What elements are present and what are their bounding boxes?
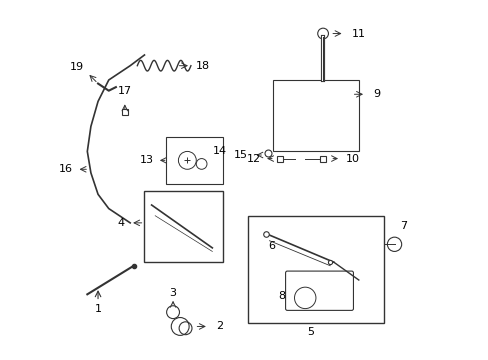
Bar [272,80,358,152]
Text: 12: 12 [246,154,260,163]
Text: 5: 5 [306,327,313,337]
Text: 10: 10 [346,154,360,163]
Text: 13: 13 [139,156,153,165]
Bar [165,137,223,184]
Text: 11: 11 [351,28,365,39]
Bar [144,191,223,262]
Text: 19: 19 [69,63,83,72]
Text: 6: 6 [267,241,274,251]
Text: 8: 8 [278,291,285,301]
Text: 1: 1 [94,303,102,314]
Text: 2: 2 [216,321,223,332]
Text: 4: 4 [118,218,124,228]
Text: 18: 18 [196,61,210,71]
Text: 14: 14 [212,147,226,157]
Text: 9: 9 [372,89,380,99]
Text: 17: 17 [118,86,132,96]
Text: 3: 3 [169,288,176,297]
Text: 15: 15 [234,150,247,160]
Bar [247,216,383,323]
Text: 7: 7 [399,221,406,231]
Text: 16: 16 [59,164,73,174]
